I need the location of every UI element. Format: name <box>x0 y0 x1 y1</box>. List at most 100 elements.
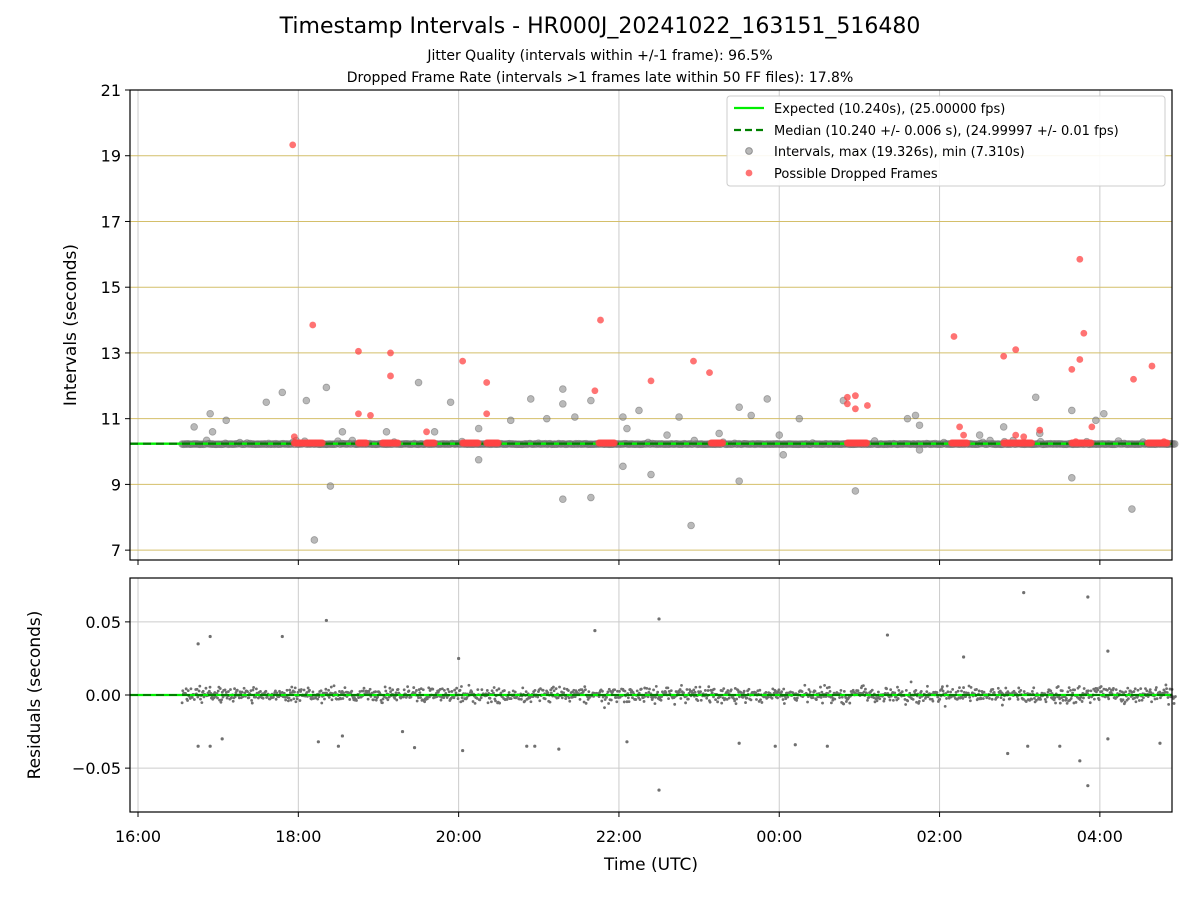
residual-point <box>897 689 901 692</box>
residual-point <box>533 688 537 692</box>
dropped-frame-point <box>950 333 958 340</box>
residual-point <box>891 698 895 702</box>
residual-point <box>885 633 890 637</box>
interval-point <box>623 424 631 433</box>
dropped-frame-point <box>1160 438 1168 446</box>
residual-point <box>828 689 832 693</box>
residual-point <box>447 690 451 694</box>
interval-point <box>715 429 723 438</box>
residual-point <box>784 697 788 701</box>
residual-point <box>229 696 233 700</box>
residual-point <box>1144 687 1147 691</box>
residual-point <box>568 699 572 703</box>
residual-point <box>819 685 822 689</box>
residual-point <box>733 699 737 703</box>
residual-point <box>720 689 724 693</box>
residual-point <box>289 698 293 702</box>
residual-point <box>911 697 915 701</box>
residual-point <box>807 688 811 691</box>
residual-point <box>1016 697 1020 701</box>
x-tick-label: 22:00 <box>596 827 642 846</box>
interval-point <box>208 428 217 436</box>
interval-point <box>559 495 567 503</box>
residual-point <box>442 696 446 700</box>
residual-point <box>485 689 489 692</box>
residual-point <box>190 696 194 699</box>
residual-point <box>539 687 542 691</box>
residual-point <box>227 690 230 693</box>
residual-point <box>878 697 882 701</box>
residual-point <box>233 687 236 691</box>
residual-point <box>492 691 495 695</box>
residual-point <box>862 684 865 687</box>
dropped-frame-point <box>719 439 727 447</box>
top-y-tick-label: 19 <box>101 147 121 166</box>
residual-point <box>460 696 464 700</box>
residual-point <box>747 687 751 691</box>
residual-point <box>657 788 661 792</box>
residual-point <box>1136 688 1140 692</box>
dropped-frame-point <box>423 428 430 436</box>
residual-point <box>967 684 971 688</box>
residual-point <box>498 701 501 705</box>
interval-point <box>1128 505 1136 513</box>
residual-point <box>285 688 289 692</box>
residual-point <box>795 699 799 702</box>
residual-point <box>567 689 570 692</box>
residual-point <box>742 689 746 693</box>
residual-point <box>218 687 222 690</box>
residual-point <box>204 686 208 690</box>
residual-point <box>979 697 983 701</box>
residual-point <box>1092 697 1096 701</box>
residual-point <box>1006 751 1010 756</box>
dropped-frame-point <box>851 405 859 413</box>
residual-point <box>645 686 649 690</box>
residual-point <box>999 696 1003 700</box>
residual-point <box>712 695 715 699</box>
residual-point <box>387 695 391 699</box>
interval-point <box>206 409 214 418</box>
residual-point <box>1159 696 1162 700</box>
residual-point <box>383 685 387 689</box>
residual-point <box>680 683 683 687</box>
residual-point <box>327 688 330 692</box>
dropped-frame-point <box>1076 255 1084 263</box>
residual-point <box>782 702 786 705</box>
residual-point <box>201 689 205 693</box>
residual-point <box>261 696 265 700</box>
residual-point <box>1082 687 1086 690</box>
residual-point <box>1154 688 1158 692</box>
residual-point <box>384 689 388 693</box>
interval-point <box>747 411 755 420</box>
residual-point <box>888 698 892 702</box>
residual-point <box>741 696 745 699</box>
residual-point <box>1105 688 1109 692</box>
residual-point <box>374 698 378 702</box>
residual-point <box>772 691 776 695</box>
interval-point <box>559 385 567 393</box>
residual-point <box>333 691 337 694</box>
residual-point <box>548 700 552 704</box>
residual-point <box>642 700 646 703</box>
residual-point <box>615 700 619 704</box>
interval-point <box>779 451 788 459</box>
residual-point <box>705 696 709 700</box>
residual-point <box>509 697 513 701</box>
residual-point <box>419 687 423 691</box>
residual-point <box>305 691 309 694</box>
interval-point <box>542 414 551 423</box>
residual-point <box>219 700 223 704</box>
residual-point <box>889 688 893 691</box>
residual-point <box>896 697 900 700</box>
residual-point <box>314 696 318 700</box>
residual-point <box>406 685 410 689</box>
residual-point <box>578 697 582 701</box>
interval-point <box>587 396 595 405</box>
residual-point <box>699 690 702 694</box>
x-tick-label: 18:00 <box>275 827 321 846</box>
residual-point <box>295 697 299 701</box>
residual-point <box>1106 649 1110 653</box>
residual-point <box>657 617 661 621</box>
residual-point <box>1086 689 1090 693</box>
residual-point <box>1035 698 1038 702</box>
